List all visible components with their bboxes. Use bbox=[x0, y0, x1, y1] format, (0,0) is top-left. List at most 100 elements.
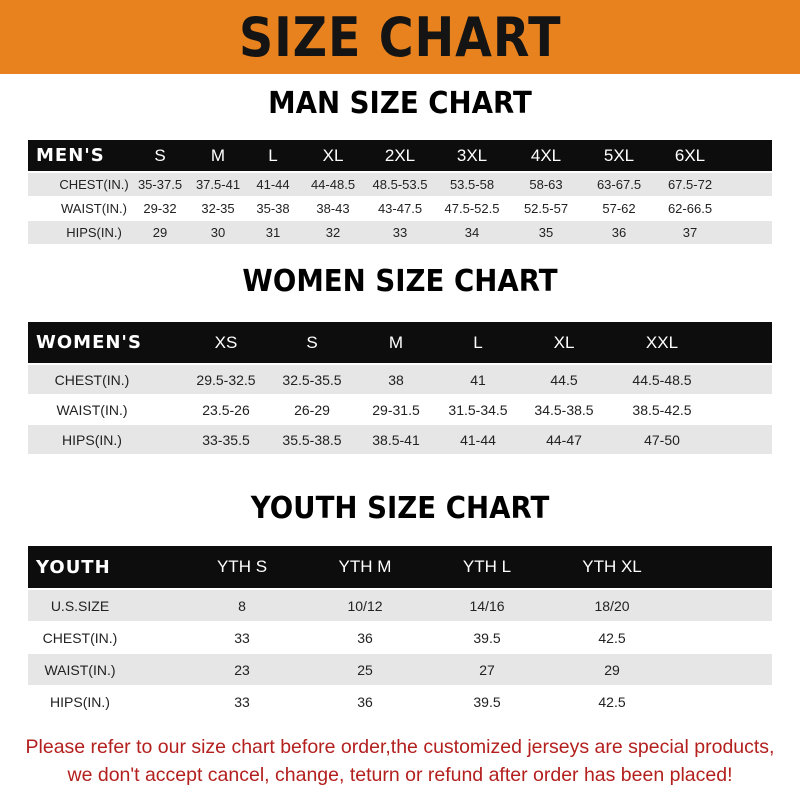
size-value-cell: 23 bbox=[234, 661, 250, 678]
size-value-cell: 29 bbox=[604, 661, 620, 678]
measurement-label: WAIST(IN.) bbox=[44, 661, 116, 678]
men-table-row: CHEST(IN.) 35-37.5 37.5-41 41-44 44-48.5 48.5… bbox=[28, 173, 772, 196]
size-value-cell: 29-32 bbox=[143, 201, 177, 216]
size-value-cell: 33 bbox=[234, 693, 250, 710]
measurement-label: HIPS(IN.) bbox=[50, 693, 110, 710]
size-value-cell: 29-31.5 bbox=[372, 401, 420, 418]
youth-table-row: CHEST(IN.) 33 36 39.5 42.5 bbox=[28, 622, 772, 653]
size-value-cell: 44.5 bbox=[550, 371, 578, 388]
size-value-cell: 67.5-72 bbox=[667, 177, 713, 192]
size-value-cell: 38 bbox=[388, 371, 404, 388]
size-value-cell: 53.5-58 bbox=[449, 177, 495, 192]
men-table-row: HIPS(IN.) 29 30 31 32 33 34 35 36 37 bbox=[28, 221, 772, 244]
size-header-cell: M bbox=[388, 332, 404, 352]
size-value-cell: 34.5-38.5 bbox=[534, 401, 594, 418]
size-header-cell: YTH M bbox=[338, 557, 392, 576]
size-value-cell: 52.5-57 bbox=[523, 201, 569, 216]
women-table-row: HIPS(IN.) 33-35.5 35.5-38.5 38.5-41 41-44 44-… bbox=[28, 425, 772, 454]
table-corner-label: MEN'S bbox=[36, 145, 105, 166]
size-header-cell: S bbox=[306, 332, 318, 352]
women-table-row: WAIST(IN.) 23.5-26 26-29 29-31.5 31.5-34.5 34… bbox=[28, 395, 772, 424]
size-header-cell: 3XL bbox=[456, 145, 488, 165]
banner-title: SIZE CHART bbox=[238, 5, 562, 69]
men-header-row: MEN'S S M L XL 2XL 3XL 4XL 5XL 6XL bbox=[28, 140, 772, 171]
size-value-cell: 58-63 bbox=[529, 177, 563, 192]
size-header-cell: YTH L bbox=[462, 557, 512, 576]
size-value-cell: 32.5-35.5 bbox=[282, 371, 342, 388]
size-value-cell: 35 bbox=[538, 225, 554, 240]
size-value-cell: 36 bbox=[357, 693, 373, 710]
size-value-cell: 63-67.5 bbox=[596, 177, 642, 192]
size-value-cell: 47-50 bbox=[644, 431, 680, 448]
size-value-cell: 29 bbox=[152, 225, 168, 240]
measurement-label: CHEST(IN.) bbox=[54, 371, 130, 388]
size-header-cell: XXL bbox=[645, 332, 679, 352]
measurement-label: U.S.SIZE bbox=[50, 597, 110, 614]
size-value-cell: 38.5-41 bbox=[372, 431, 420, 448]
measurement-label: HIPS(IN.) bbox=[62, 431, 122, 448]
size-header-cell: YTH XL bbox=[582, 557, 642, 576]
size-value-cell: 38.5-42.5 bbox=[632, 401, 692, 418]
size-value-cell: 36 bbox=[611, 225, 627, 240]
measurement-label: WAIST(IN.) bbox=[56, 401, 128, 418]
youth-chart-title: YOUTH SIZE CHART bbox=[250, 491, 550, 526]
size-value-cell: 39.5 bbox=[473, 693, 501, 710]
size-value-cell: 35.5-38.5 bbox=[282, 431, 342, 448]
size-value-cell: 43-47.5 bbox=[377, 201, 423, 216]
size-value-cell: 42.5 bbox=[598, 629, 626, 646]
size-value-cell: 26-29 bbox=[294, 401, 330, 418]
measurement-label: CHEST(IN.) bbox=[59, 177, 129, 192]
table-corner-label: WOMEN'S bbox=[36, 332, 142, 353]
size-value-cell: 44.5-48.5 bbox=[632, 371, 692, 388]
size-value-cell: 34 bbox=[464, 225, 480, 240]
size-value-cell: 14/16 bbox=[469, 597, 505, 614]
footer-notice-line-1: Please refer to our size chart before or… bbox=[25, 736, 775, 758]
footer-notice-line-2: we don't accept cancel, change, teturn o… bbox=[67, 764, 733, 786]
size-value-cell: 44-48.5 bbox=[310, 177, 356, 192]
women-header-row: WOMEN'S XS S M L XL XXL bbox=[28, 322, 772, 363]
size-value-cell: 27 bbox=[479, 661, 495, 678]
youth-header-row: YOUTH YTH S YTH M YTH L YTH XL bbox=[28, 546, 772, 588]
size-header-cell: S bbox=[154, 145, 166, 165]
men-chart-title: MAN SIZE CHART bbox=[268, 86, 532, 121]
size-value-cell: 35-37.5 bbox=[137, 177, 183, 192]
women-chart-title: WOMEN SIZE CHART bbox=[242, 264, 558, 299]
youth-table-row: HIPS(IN.) 33 36 39.5 42.5 bbox=[28, 686, 772, 717]
size-value-cell: 30 bbox=[210, 225, 226, 240]
size-value-cell: 25 bbox=[357, 661, 373, 678]
size-value-cell: 10/12 bbox=[347, 597, 383, 614]
size-value-cell: 31 bbox=[265, 225, 281, 240]
table-corner-label: YOUTH bbox=[36, 556, 111, 578]
size-value-cell: 35-38 bbox=[256, 201, 290, 216]
measurement-label: CHEST(IN.) bbox=[42, 629, 118, 646]
men-table-row: WAIST(IN.) 29-32 32-35 35-38 38-43 43-47.5 47.… bbox=[28, 197, 772, 220]
size-value-cell: 41-44 bbox=[256, 177, 290, 192]
size-value-cell: 44-47 bbox=[546, 431, 582, 448]
size-value-cell: 32 bbox=[325, 225, 341, 240]
size-value-cell: 32-35 bbox=[201, 201, 235, 216]
size-header-cell: 2XL bbox=[384, 145, 416, 165]
size-value-cell: 48.5-53.5 bbox=[372, 177, 428, 192]
size-header-cell: XL bbox=[553, 332, 575, 352]
size-header-cell: 6XL bbox=[674, 145, 706, 165]
size-value-cell: 62-66.5 bbox=[667, 201, 713, 216]
women-table-row: CHEST(IN.) 29.5-32.5 32.5-35.5 38 41 44.5 44.5… bbox=[28, 365, 772, 394]
size-chart-banner: SIZE CHART bbox=[0, 0, 800, 74]
size-value-cell: 57-62 bbox=[602, 201, 636, 216]
size-header-cell: XL bbox=[322, 145, 344, 165]
youth-table-row: WAIST(IN.) 23 25 27 29 bbox=[28, 654, 772, 685]
size-header-cell: M bbox=[210, 145, 226, 165]
size-value-cell: 41-44 bbox=[460, 431, 496, 448]
size-header-cell: L bbox=[473, 332, 483, 352]
size-header-cell: YTH S bbox=[216, 557, 268, 576]
size-value-cell: 33-35.5 bbox=[202, 431, 250, 448]
size-value-cell: 36 bbox=[357, 629, 373, 646]
size-value-cell: 8 bbox=[238, 597, 246, 614]
size-header-cell: L bbox=[268, 145, 278, 165]
youth-table-row: U.S.SIZE 8 10/12 14/16 18/20 bbox=[28, 590, 772, 621]
size-header-cell: 5XL bbox=[603, 145, 635, 165]
size-value-cell: 41 bbox=[470, 371, 486, 388]
size-header-cell: 4XL bbox=[530, 145, 562, 165]
measurement-label: WAIST(IN.) bbox=[61, 201, 127, 216]
